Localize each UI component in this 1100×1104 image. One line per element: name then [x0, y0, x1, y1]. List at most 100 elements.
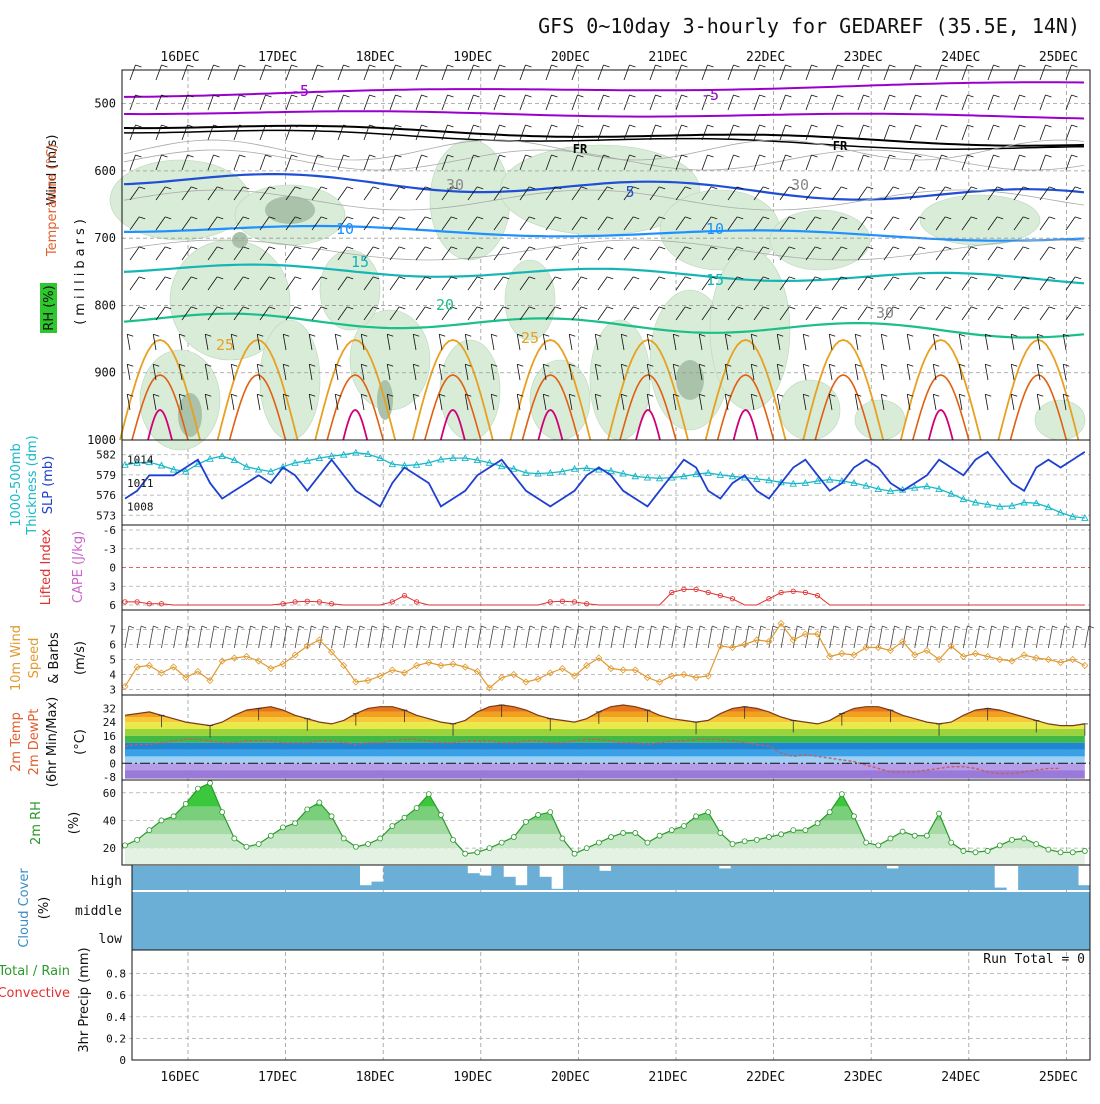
wind-barb-flag [959, 393, 966, 397]
wind-speed-point [813, 630, 822, 638]
wind-barb [620, 364, 625, 381]
wind-barb [441, 154, 448, 171]
thickness-point [1068, 512, 1077, 520]
wind-barb-flag [577, 124, 584, 128]
ylabel-total-rain: Total / Rain [0, 964, 70, 979]
wind-barb-flag [569, 333, 576, 337]
contour-label: 15 [351, 253, 369, 271]
thickness-point [510, 464, 518, 472]
wind-speed-point [862, 643, 870, 652]
wind-barb [542, 364, 547, 381]
wind-barb-flag [231, 333, 238, 337]
isotherm-30 [912, 374, 970, 441]
wind-barb-flag [395, 124, 402, 128]
wind-barb-10m-flag [541, 625, 548, 629]
rh-point [1081, 848, 1088, 854]
wind-barb-10m-flag [833, 625, 839, 629]
contour-label: FR [573, 142, 588, 156]
lifted-index-point [401, 593, 408, 599]
wind-barb [285, 276, 296, 291]
wind-speed-point [230, 654, 238, 662]
rh-point [571, 850, 578, 857]
cloud-high-bar [1018, 866, 1031, 890]
wind-barb-flag [399, 306, 406, 310]
mb-tick-label: 1000 [87, 433, 116, 447]
ylabel-2mrh: 2m RH [29, 801, 44, 845]
cloud-high-bar [766, 866, 780, 890]
wind-speed-point [267, 664, 275, 673]
day-label-bottom: 20DEC [551, 1070, 590, 1085]
cloud-high-bar [754, 866, 768, 890]
wind-barb [285, 216, 296, 231]
wind-barb [646, 364, 651, 381]
wind-barb [181, 216, 192, 231]
cloud-high-bar [814, 866, 828, 890]
wind-barb [415, 276, 426, 291]
wind-barb-flag [1011, 393, 1018, 397]
wind-barb [181, 154, 188, 171]
wind-barb [649, 94, 656, 111]
rh-point [948, 839, 955, 846]
li-tick: 6 [109, 599, 116, 612]
wind-barb [464, 364, 469, 381]
lifted-index-point [717, 593, 723, 599]
wind-barb [337, 154, 344, 171]
cloud-high-bar [922, 866, 935, 890]
thickness-point [886, 487, 895, 495]
wind-barb [337, 276, 348, 291]
thickness-point [643, 473, 652, 481]
wind-barb [337, 246, 348, 261]
wind-barb [259, 186, 270, 201]
cloud-high-bar [563, 866, 576, 890]
rh-point [146, 827, 153, 834]
cloud-high-bar [347, 866, 361, 890]
thickness-point [437, 455, 445, 463]
wind-barb [285, 64, 292, 81]
thickness-point [424, 458, 433, 466]
wind-barb [415, 216, 426, 231]
ylabel-2mdewpt: 2m DewPt [27, 709, 42, 776]
wind-barb-10m-flag [942, 625, 949, 629]
cloud-ylabels: Cloud Cover (%) [17, 868, 52, 948]
wind-speed-point [789, 636, 797, 644]
wind-barb-10m-flag [153, 625, 159, 629]
wind-speed-point [765, 637, 773, 646]
wind-barb-flag [855, 393, 862, 397]
wind-barb-10m [574, 625, 579, 649]
thickness-point [315, 454, 324, 462]
wind-barb [753, 216, 764, 231]
temp-tick: 8 [109, 744, 116, 757]
wind-barb [129, 276, 140, 291]
thickness-point [789, 479, 798, 487]
wind-barb-flag [555, 246, 562, 250]
wind-barb-flag [369, 64, 376, 68]
wind-barb-flag [343, 94, 350, 98]
wind-barb [363, 276, 374, 291]
wind-speed-point [1032, 654, 1040, 662]
wind-barb [1065, 154, 1072, 171]
thickness-point [1032, 499, 1041, 507]
wind-barb [753, 246, 764, 261]
wind-barb-flag [317, 94, 324, 98]
rh-point [644, 839, 651, 846]
wind-barb-10m [683, 625, 689, 649]
wind-speed-point [255, 657, 263, 665]
wind-barb-10m [1023, 625, 1029, 649]
wind-barb [1036, 364, 1041, 381]
isotherm-30 [716, 374, 775, 441]
wind-barb-10m-flag [226, 625, 232, 629]
day-label-bottom: 18DEC [356, 1070, 395, 1085]
panel-frame [131, 949, 1091, 1061]
wind-barb [594, 364, 599, 381]
wind-barb [649, 186, 660, 201]
wind-barb [750, 334, 755, 351]
wind-barb-flag [217, 306, 224, 310]
wind-barb-flag [919, 276, 926, 280]
wind-barb-flag [803, 393, 810, 397]
wind-barb-flag [711, 246, 718, 250]
wind-speed-point [692, 673, 700, 682]
wind-barb-flag [309, 363, 316, 367]
cloud-high-bar [958, 866, 971, 890]
wind-barb-10m-flag [918, 625, 924, 629]
wind-barb [363, 306, 374, 321]
